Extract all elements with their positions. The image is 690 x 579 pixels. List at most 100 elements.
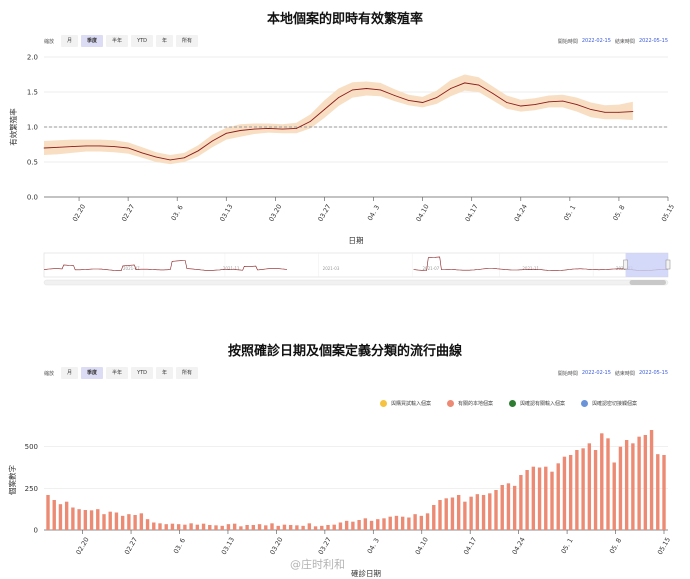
chart2-x-tick-label: 05. 8 — [608, 537, 623, 555]
chart1-start-input[interactable]: 2022-02-15 — [581, 38, 611, 44]
chart1-zoom-quarter-button[interactable]: 季度 — [81, 35, 104, 47]
chart2-x-tick-label: 03.27 — [317, 536, 333, 556]
chart1-rt-point — [43, 147, 45, 149]
chart2-legend: 與購買試輸入個案 有關的本地個案 與確認有關輸入個案 與確認密切接觸個案 — [380, 400, 637, 407]
chart1-y-tick-label: 1.0 — [27, 124, 38, 132]
chart2-bar — [46, 495, 50, 530]
chart1-navigator-selection — [625, 253, 668, 277]
chart2-bar — [195, 524, 200, 530]
chart1-rt-point — [380, 89, 381, 91]
chart2-bar — [425, 513, 430, 530]
chart2-bar — [351, 521, 355, 530]
chart2-bar — [407, 517, 411, 530]
chart2-zoom-label: 縮放 — [44, 370, 55, 377]
chart2-bar — [183, 524, 187, 530]
chart2-bar — [307, 523, 312, 530]
chart1-title: 本地個案的即時有效繁殖率 — [266, 12, 423, 27]
chart2-zoom-month-button[interactable]: 月 — [61, 367, 79, 379]
chart2-bar — [282, 524, 287, 530]
chart2-bar — [575, 450, 579, 530]
chart1-y-tick-label: 0.0 — [27, 194, 38, 202]
chart1-scrollbar-track — [43, 279, 669, 286]
chart2-bar — [120, 515, 125, 530]
chart2-bar — [531, 466, 536, 530]
chart2-zoom-halfyear-button[interactable]: 半年 — [106, 367, 129, 379]
chart1-zoom-ytd-button[interactable]: YTD — [131, 35, 154, 47]
chart2-bar — [71, 507, 75, 530]
chart1-rt-point — [534, 104, 536, 105]
chart2-zoom-quarter-button[interactable]: 季度 — [81, 367, 104, 379]
chart2-bar — [114, 512, 119, 530]
chart1-zoom-month-button[interactable]: 月 — [61, 35, 79, 47]
chart2-x-tick-label: 05. 1 — [560, 537, 575, 555]
chart2-bar — [208, 525, 212, 530]
chart2-zoom-toolbar: 縮放 月 季度 半年 YTD 年 所有 — [44, 366, 199, 380]
chart2-zoom-all-button[interactable]: 所有 — [176, 367, 199, 379]
chart2-bar — [338, 522, 343, 530]
chart2-end-input[interactable]: 2022-05-15 — [638, 370, 668, 376]
chart1-rt-point — [57, 146, 59, 148]
chart1-y-tick-label: 2.0 — [27, 54, 38, 62]
chart2-y-tick-label: 0 — [34, 527, 38, 535]
chart2-bar — [96, 509, 100, 530]
legend-item-2[interactable]: 有關的本地個案 — [447, 400, 493, 407]
chart1-rt-point — [324, 109, 325, 110]
legend-item-1[interactable]: 與購買試輸入個案 — [380, 400, 431, 407]
legend-item-3[interactable]: 與確認有關輸入個案 — [509, 400, 565, 407]
chart1-rt-point — [169, 159, 171, 161]
chart1-zoom-year-button[interactable]: 年 — [156, 35, 174, 47]
chart2-bar — [525, 470, 529, 530]
chart2-bar — [469, 496, 473, 530]
chart1-navigator-label: 2021-11 — [522, 266, 539, 271]
chart1-end-input[interactable]: 2022-05-15 — [638, 38, 668, 44]
chart1-zoom-halfyear-button[interactable]: 半年 — [106, 35, 129, 47]
chart1-rt-point — [562, 100, 564, 102]
chart2-bar — [624, 440, 629, 530]
chart2-bar — [519, 475, 523, 530]
chart2-bar — [64, 501, 69, 530]
chart2-bar — [251, 525, 256, 530]
chart2-bar — [276, 525, 280, 530]
chart2-start-input[interactable]: 2022-02-15 — [581, 370, 611, 376]
chart2-bar — [108, 511, 112, 530]
chart2-bar — [127, 514, 131, 530]
chart1-rt-point — [239, 130, 241, 131]
chart2-bar — [133, 515, 137, 530]
chart1-rt-point — [183, 157, 185, 159]
legend-label-1: 與購買試輸入個案 — [391, 401, 432, 407]
chart2-y-tick-label: 500 — [25, 443, 38, 451]
chart1-start-label: 開始時間 — [557, 38, 578, 45]
chart2-bar — [357, 520, 361, 530]
chart1-rt-point — [464, 82, 466, 84]
chart1-rt-point — [520, 105, 522, 107]
chart2-bar — [176, 524, 181, 530]
chart2-bar — [189, 523, 193, 530]
chart2-bar — [344, 520, 349, 530]
legend-item-4[interactable]: 與確認密切接觸個案 — [581, 400, 637, 407]
chart2-bar — [432, 505, 436, 530]
chart2-bar — [264, 525, 268, 530]
chart2-x-tick-label: 03.20 — [268, 536, 284, 556]
chart2-date-range: 開始時間 2022-02-15 結束時間 2022-05-15 — [558, 367, 668, 379]
chart2-zoom-ytd-button[interactable]: YTD — [131, 367, 154, 379]
chart2-bar — [232, 523, 237, 530]
chart1-navigator-frame — [43, 252, 669, 278]
chart2-x-tick-label: 04.10 — [414, 536, 430, 556]
chart2-bar — [600, 433, 604, 530]
chart2-bar — [214, 525, 218, 530]
chart1-rt-point — [71, 146, 73, 148]
chart2-x-tick-label: 03. 6 — [172, 537, 187, 555]
chart2-bar — [270, 523, 274, 530]
chart1-x-tick-label: 03.20 — [267, 203, 283, 223]
chart1-zoom-all-button[interactable]: 所有 — [176, 35, 199, 47]
chart2-bar — [220, 525, 224, 530]
chart2-bar — [506, 483, 511, 530]
chart1-zoom-label: 縮放 — [44, 38, 55, 45]
chart2-bar — [152, 522, 156, 530]
watermark: @庄时利和 — [290, 558, 345, 571]
chart2-zoom-year-button[interactable]: 年 — [156, 367, 174, 379]
chart2-bar — [376, 519, 380, 530]
legend-label-3: 與確認有關輸入個案 — [520, 401, 566, 407]
chart2-bar — [139, 513, 144, 530]
